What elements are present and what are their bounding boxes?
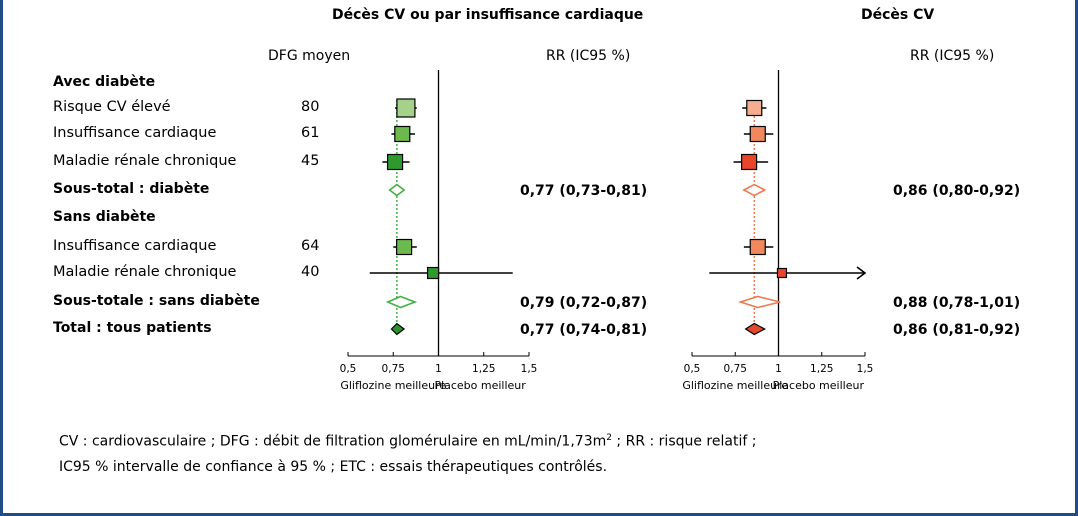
row-label-item: Risque CV élevé bbox=[53, 99, 171, 115]
dfg-value: 80 bbox=[301, 99, 320, 115]
row-label-section: Avec diabète bbox=[53, 74, 156, 90]
rr-value-label: 0,79 (0,72-0,87) bbox=[520, 295, 647, 311]
right-chart-title: Décès CV bbox=[861, 7, 935, 23]
row-label-subtotal: Sous-total : diabète bbox=[53, 181, 210, 197]
ci-arrow bbox=[856, 266, 867, 280]
rr-value-label: 0,77 (0,74-0,81) bbox=[520, 322, 647, 338]
footnote-line-1-text: CV : cardiovasculaire ; DFG : débit de f… bbox=[59, 433, 607, 450]
left-rr-header: RR (IC95 %) bbox=[546, 48, 631, 64]
subtotal-diamond bbox=[388, 183, 406, 197]
point-estimate-square bbox=[386, 153, 404, 171]
footnote-superscript: 2 bbox=[606, 433, 612, 443]
left-chart-title: Décès CV ou par insuffisance cardiaque bbox=[332, 7, 644, 23]
x-tick-label: 1,5 bbox=[521, 363, 538, 375]
row-label-total: Total : tous patients bbox=[53, 320, 212, 336]
x-tick-label: 0,75 bbox=[382, 363, 405, 375]
dfg-value: 61 bbox=[301, 125, 320, 141]
subtotal-diamond bbox=[742, 183, 767, 197]
total-diamond bbox=[744, 322, 766, 336]
dfg-value: 40 bbox=[301, 264, 320, 280]
rr-value-label: 0,88 (0,78-1,01) bbox=[893, 295, 1020, 311]
favours-right-label: Placebo meilleur bbox=[434, 379, 526, 392]
dfg-value: 64 bbox=[301, 238, 320, 254]
favours-right-label: Placebo meilleur bbox=[773, 379, 865, 392]
right-rr-header: RR (IC95 %) bbox=[910, 48, 995, 64]
x-tick-label: 1 bbox=[435, 363, 442, 375]
row-label-section: Sans diabète bbox=[53, 209, 156, 225]
point-estimate-square bbox=[396, 238, 413, 256]
point-estimate-square bbox=[396, 98, 416, 118]
dfg-value: 45 bbox=[301, 153, 320, 169]
row-label-item: Maladie rénale chronique bbox=[53, 153, 237, 169]
dfg-column-header: DFG moyen bbox=[268, 48, 351, 64]
point-estimate-square bbox=[746, 99, 763, 117]
point-estimate-square bbox=[740, 153, 758, 171]
point-estimate-square bbox=[394, 125, 411, 143]
total-diamond bbox=[390, 322, 406, 336]
row-label-item: Maladie rénale chronique bbox=[53, 264, 237, 280]
point-estimate-square bbox=[426, 266, 440, 280]
x-tick-label: 0,5 bbox=[340, 363, 357, 375]
favours-left-label: Gliflozine meilleure bbox=[682, 379, 788, 392]
x-tick-label: 1 bbox=[775, 363, 782, 375]
point-estimate-square bbox=[749, 238, 766, 256]
subtotal-diamond bbox=[385, 295, 418, 309]
point-estimate-square bbox=[749, 125, 766, 143]
x-tick-label: 1,25 bbox=[472, 363, 495, 375]
rr-value-label: 0,86 (0,81-0,92) bbox=[893, 322, 1020, 338]
favours-left-label: Gliflozine meilleure bbox=[340, 379, 446, 392]
subtotal-diamond bbox=[737, 295, 781, 309]
x-tick-label: 1,25 bbox=[810, 363, 833, 375]
rr-value-label: 0,86 (0,80-0,92) bbox=[893, 183, 1020, 199]
row-label-subtotal: Sous-totale : sans diabète bbox=[53, 293, 260, 309]
footnote-line-2: IC95 % intervalle de confiance à 95 % ; … bbox=[59, 459, 608, 475]
footnote-line-1: CV : cardiovasculaire ; DFG : débit de f… bbox=[59, 433, 756, 450]
x-tick-label: 1,5 bbox=[857, 363, 874, 375]
footnote-line-1-end: ; RR : risque relatif ; bbox=[611, 433, 757, 450]
x-tick-label: 0,5 bbox=[684, 363, 701, 375]
row-label-item: Insuffisance cardiaque bbox=[53, 238, 217, 254]
rr-value-label: 0,77 (0,73-0,81) bbox=[520, 183, 647, 199]
x-tick-label: 0,75 bbox=[724, 363, 747, 375]
row-label-item: Insuffisance cardiaque bbox=[53, 125, 217, 141]
point-estimate-square bbox=[776, 267, 788, 279]
